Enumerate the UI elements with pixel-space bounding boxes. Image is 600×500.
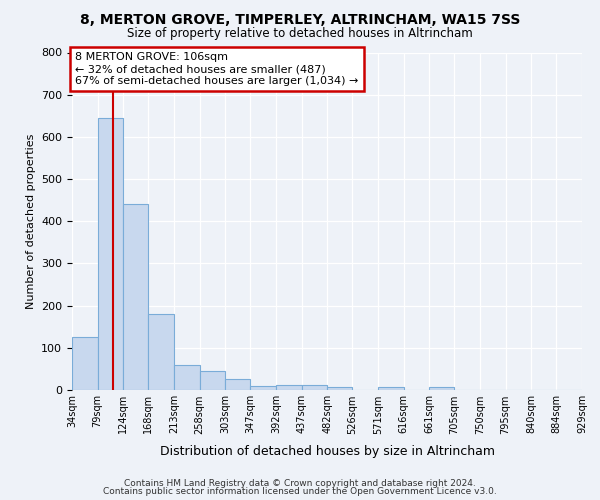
Bar [98, 118, 123, 390]
Text: Contains public sector information licensed under the Open Government Licence v3: Contains public sector information licen… [103, 487, 497, 496]
Bar [200, 371, 225, 390]
Text: Size of property relative to detached houses in Altrincham: Size of property relative to detached ho… [127, 28, 473, 40]
Bar [123, 204, 148, 390]
Bar [302, 385, 327, 390]
Y-axis label: Number of detached properties: Number of detached properties [26, 134, 35, 309]
Bar [225, 378, 250, 390]
Text: Contains HM Land Registry data © Crown copyright and database right 2024.: Contains HM Land Registry data © Crown c… [124, 478, 476, 488]
Text: 8 MERTON GROVE: 106sqm
← 32% of detached houses are smaller (487)
67% of semi-de: 8 MERTON GROVE: 106sqm ← 32% of detached… [76, 52, 359, 86]
Bar [378, 387, 404, 390]
Text: 8, MERTON GROVE, TIMPERLEY, ALTRINCHAM, WA15 7SS: 8, MERTON GROVE, TIMPERLEY, ALTRINCHAM, … [80, 12, 520, 26]
Bar [174, 364, 200, 390]
Bar [327, 387, 352, 390]
Bar [276, 384, 302, 390]
Bar [250, 386, 276, 390]
X-axis label: Distribution of detached houses by size in Altrincham: Distribution of detached houses by size … [160, 444, 494, 458]
Bar [148, 314, 174, 390]
Bar [429, 386, 454, 390]
Bar [72, 338, 98, 390]
